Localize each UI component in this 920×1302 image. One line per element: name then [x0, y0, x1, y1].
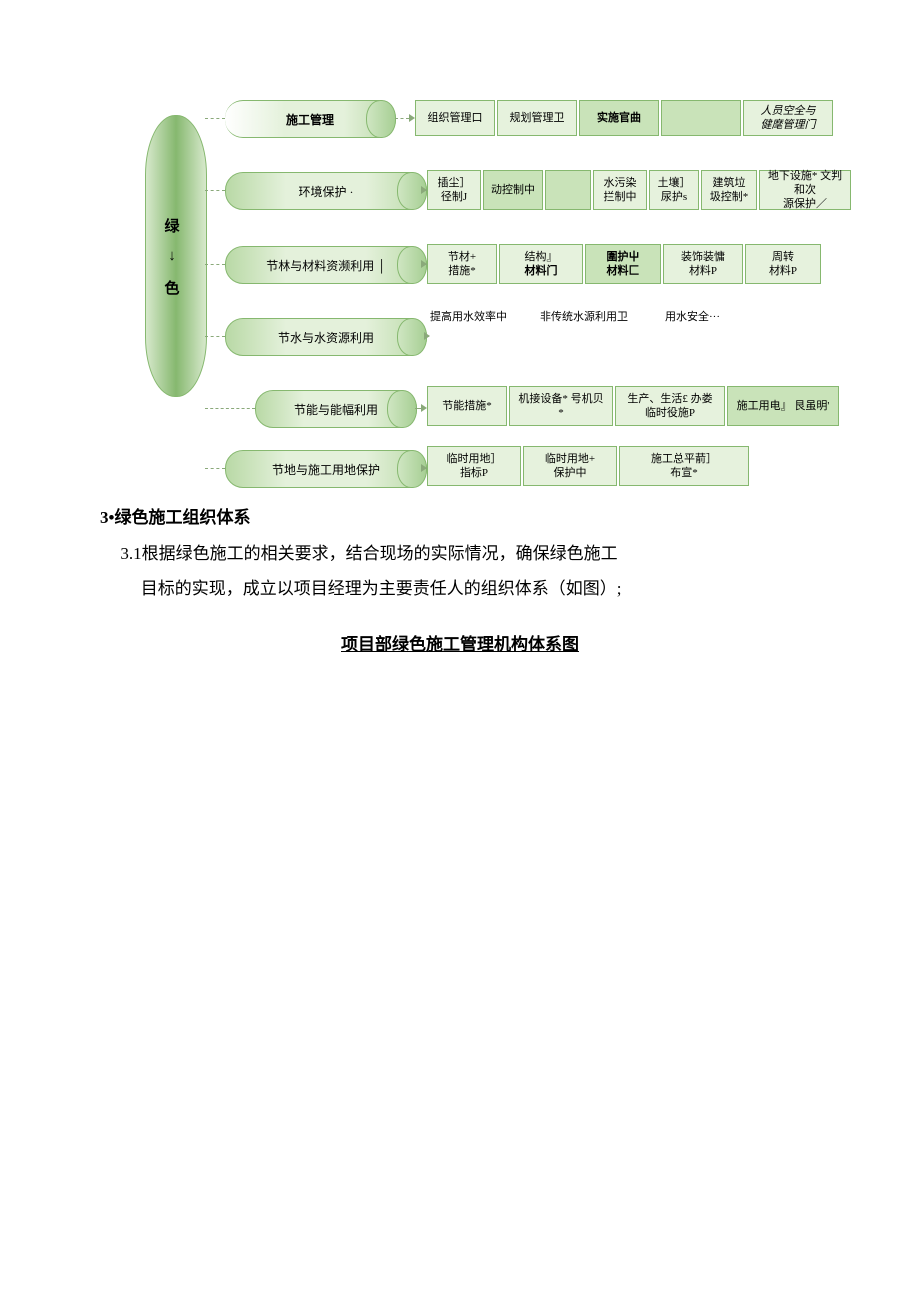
category-ellipse: 施工管理 [225, 100, 396, 138]
category-ellipse: 节水与水资源利用 [225, 318, 427, 356]
detail-box [545, 170, 591, 210]
category-label: 节水与水资源利用 [278, 329, 374, 346]
detail-box: 插尘］径制J [427, 170, 481, 210]
detail-box: 土壤］尿护s [649, 170, 699, 210]
category-ellipse: 节能与能幅利用 [255, 390, 417, 428]
category-label: 施工管理 [286, 111, 334, 128]
detail-box: 实施官曲 [579, 100, 659, 136]
detail-box: 地下设施* 文判和次源保护／ [759, 170, 851, 210]
detail-box [661, 100, 741, 136]
connector-line [205, 336, 225, 337]
paragraph-1: 3.1根据绿色施工的相关要求，结合现场的实际情况，确保绿色施工 [100, 536, 820, 572]
ellipse-cap [397, 318, 427, 356]
connector-line [205, 468, 225, 469]
category-label: 节地与施工用地保护 [272, 461, 380, 478]
detail-text: 提高用水效率中 [430, 310, 507, 324]
category-label: 节能与能幅利用 [294, 401, 378, 418]
detail-box: 圍护屮材料匚 [585, 244, 661, 284]
detail-box: 动控制中 [483, 170, 543, 210]
detail-box: 机接设备* 号机贝* [509, 386, 613, 426]
connector-line [205, 408, 255, 409]
detail-box: 装饰装慵材料P [663, 244, 743, 284]
root-pill-char: ↓ [168, 248, 184, 265]
section-heading: 3•绿色施工组织体系 [100, 500, 820, 536]
detail-box: 生产、生活£ 办娄临时役施P [615, 386, 725, 426]
detail-box: 施工用电』 艮虽明' [727, 386, 839, 426]
category-label: 节林与材料资濒利用 │ [266, 257, 386, 274]
root-pill-char: 绿 [164, 215, 187, 236]
detail-text: 非传统水源利用卫 [540, 310, 628, 324]
paragraph-2: 目标的实现，成立以项目经理为主要责任人的组织体系（如图）; [100, 571, 820, 607]
root-pill-char: 色 [164, 277, 187, 298]
category-ellipse: 节林与材料资濒利用 │ [225, 246, 427, 284]
body-text: 3•绿色施工组织体系 3.1根据绿色施工的相关要求，结合现场的实际情况，确保绿色… [100, 500, 820, 663]
category-label: 环境保护 · [299, 183, 354, 200]
connector-line [395, 118, 409, 119]
category-ellipse: 环境保护 · [225, 172, 427, 210]
root-pill: 绿 ↓ 色 [145, 115, 207, 397]
detail-box: 节能措施* [427, 386, 507, 426]
ellipse-cap [366, 100, 396, 138]
connector-line [205, 190, 225, 191]
green-construction-diagram: 绿 ↓ 色 施工管理 组织管理口规划管理卫实施官曲 人员空全与健麾管理门环境保护 · 插尘］… [0, 0, 920, 470]
category-ellipse: 节地与施工用地保护 [225, 450, 427, 488]
detail-box: 施工总平葥］布宣* [619, 446, 749, 486]
detail-box: 建筑垃圾控制* [701, 170, 757, 210]
detail-text: 用水安全··· [665, 310, 720, 324]
detail-box: 结构』材料门 [499, 244, 583, 284]
ellipse-cap [387, 390, 417, 428]
detail-box: 临时用地］指标P [427, 446, 521, 486]
detail-box: 组织管理口 [415, 100, 495, 136]
detail-box: 节材+措施* [427, 244, 497, 284]
connector-line [205, 118, 225, 119]
detail-box: 人员空全与健麾管理门 [743, 100, 833, 136]
connector-line [205, 264, 225, 265]
detail-box: 周转材料P [745, 244, 821, 284]
detail-box: 临时用地+保护中 [523, 446, 617, 486]
detail-box: 水污染拦制中 [593, 170, 647, 210]
detail-box: 规划管理卫 [497, 100, 577, 136]
arrow-head [424, 332, 430, 340]
org-chart-title: 项目部绿色施工管理机构体系图 [100, 627, 820, 663]
